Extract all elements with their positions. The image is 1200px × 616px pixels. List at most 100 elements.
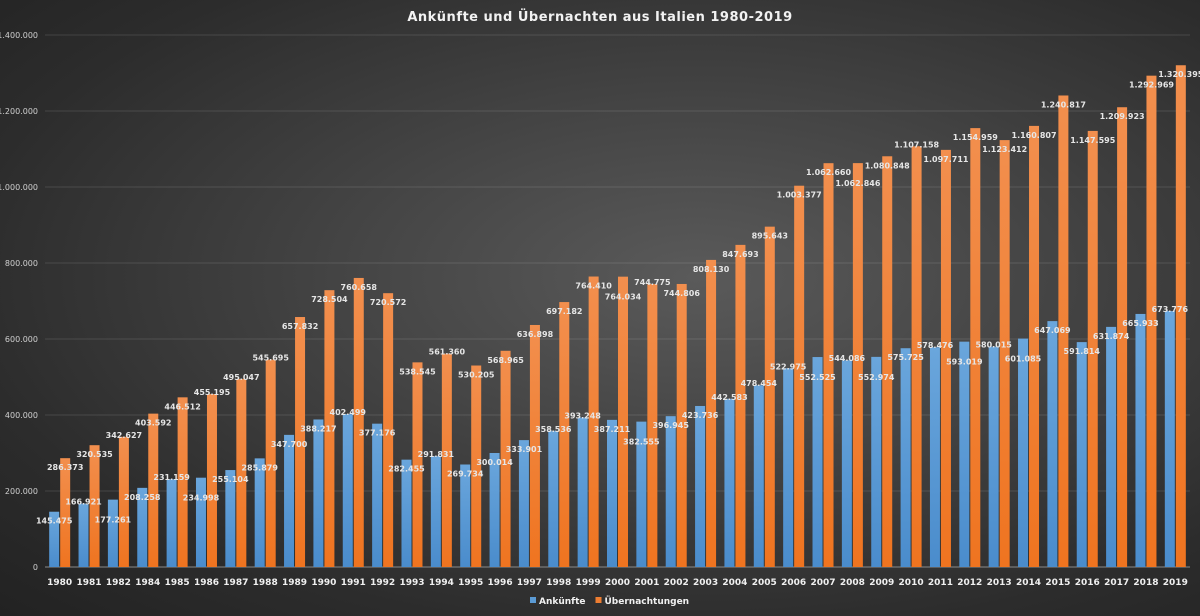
bar-ankuenfte	[871, 356, 882, 567]
bar-uebernachtungen	[1117, 107, 1128, 568]
x-tick-label: 1999	[576, 578, 601, 588]
data-label: 177.261	[95, 516, 132, 525]
bar-uebernachtungen	[911, 146, 922, 567]
data-label: 234.998	[183, 494, 220, 503]
y-tick-label: 0	[33, 563, 38, 572]
bar-ankuenfte	[783, 368, 794, 567]
data-label: 601.085	[1005, 355, 1042, 364]
x-tick-label: 2000	[605, 578, 630, 588]
data-label: 300.014	[476, 458, 513, 467]
data-label: 388.217	[300, 424, 336, 433]
bar-uebernachtungen	[441, 353, 452, 567]
data-label: 591.814	[1064, 347, 1101, 356]
bar-ankuenfte	[724, 398, 735, 567]
x-tick-label: 2004	[722, 578, 747, 588]
x-tick-label: 2019	[1163, 578, 1188, 588]
data-label: 255.104	[212, 475, 249, 484]
bars	[49, 65, 1186, 568]
data-label: 561.360	[429, 348, 466, 357]
data-label: 1.160.807	[1012, 131, 1057, 140]
data-label: 495.047	[223, 373, 259, 382]
data-label: 166.921	[65, 498, 102, 507]
x-tick-label: 1988	[253, 578, 278, 588]
x-tick-label: 2012	[957, 578, 982, 588]
bar-ankuenfte	[107, 499, 118, 567]
bar-ankuenfte	[577, 417, 588, 567]
data-label: 697.182	[546, 307, 582, 316]
data-label: 342.627	[106, 431, 142, 440]
x-tick-label: 1981	[77, 578, 102, 588]
x-tick-label: 1987	[223, 578, 248, 588]
bar-ankuenfte	[1047, 321, 1058, 567]
gridlines	[45, 34, 1190, 568]
y-tick-label: 1.000.000	[0, 183, 38, 192]
bar-ankuenfte	[1164, 310, 1175, 567]
bar-uebernachtungen	[882, 156, 893, 567]
data-label: 1.097.711	[923, 155, 968, 164]
data-label: 1.240.817	[1041, 100, 1086, 109]
x-tick-label: 2003	[693, 578, 718, 588]
legend-swatch	[530, 597, 536, 603]
bar-uebernachtungen	[529, 324, 540, 567]
data-label: 568.965	[487, 356, 524, 365]
bar-ankuenfte	[342, 414, 353, 567]
bar-uebernachtungen	[353, 277, 364, 567]
x-tick-label: 2005	[752, 578, 777, 588]
data-label: 538.545	[399, 367, 436, 376]
data-label: 282.455	[388, 465, 425, 474]
y-axis: 0 200.000 400.000 600.000 800.000 1.000.000 1.…	[0, 31, 38, 572]
bar-ankuenfte	[195, 477, 206, 567]
x-tick-label: 2010	[899, 578, 924, 588]
data-label: 552.525	[799, 373, 836, 382]
y-tick-label: 800.000	[5, 259, 38, 268]
bar-ankuenfte	[78, 503, 89, 567]
data-label: 744.775	[634, 278, 671, 287]
data-label: 1.003.377	[777, 191, 822, 200]
data-label: 1.107.158	[894, 140, 939, 149]
bar-uebernachtungen	[500, 350, 511, 567]
data-label: 808.130	[693, 265, 730, 274]
bar-uebernachtungen	[383, 293, 394, 567]
x-tick-label: 2018	[1133, 578, 1158, 588]
x-tick-label: 2009	[869, 578, 894, 588]
bar-uebernachtungen	[60, 458, 71, 567]
data-label: 145.475	[36, 517, 73, 526]
data-label: 393.248	[564, 412, 601, 421]
data-label: 347.700	[271, 440, 308, 449]
data-label: 1.147.595	[1070, 136, 1115, 145]
bar-ankuenfte	[254, 458, 265, 567]
data-label: 545.695	[252, 354, 289, 363]
bar-uebernachtungen	[706, 259, 717, 567]
bar-ankuenfte	[636, 421, 647, 567]
x-tick-label: 1996	[488, 578, 513, 588]
data-label: 286.373	[47, 463, 83, 472]
data-label: 544.086	[829, 354, 866, 363]
data-label: 387.211	[594, 425, 631, 434]
data-label: 580.015	[975, 341, 1012, 350]
bar-uebernachtungen	[412, 362, 423, 567]
bar-uebernachtungen	[940, 149, 951, 568]
bar-uebernachtungen	[295, 317, 306, 567]
x-axis: 1980 1981 1982 1984 1985 1986 1987 1988 1989 1990…	[47, 578, 1188, 588]
x-tick-label: 1989	[282, 578, 307, 588]
y-tick-label: 1.400.000	[0, 31, 38, 40]
bar-ankuenfte	[812, 357, 823, 567]
bar-uebernachtungen	[236, 378, 247, 567]
data-label: 333.901	[506, 445, 543, 454]
chart-title: Ankünfte und Übernachten aus Italien 198…	[407, 9, 792, 25]
data-label: 1.062.846	[835, 179, 880, 188]
data-label: 593.019	[946, 358, 983, 367]
bar-uebernachtungen	[206, 394, 217, 567]
data-label: 1.209.923	[1100, 112, 1145, 121]
bar-uebernachtungen	[823, 163, 834, 567]
data-label: 403.592	[135, 419, 171, 428]
x-tick-label: 2001	[634, 578, 659, 588]
bar-ankuenfte	[1135, 313, 1146, 567]
x-tick-label: 2007	[810, 578, 835, 588]
legend-swatch	[595, 597, 602, 603]
bar-ankuenfte	[753, 385, 764, 567]
data-label: 1.320.395	[1158, 70, 1200, 79]
x-tick-label: 1986	[194, 578, 219, 588]
data-label: 1.154.959	[953, 133, 998, 142]
data-label: 847.693	[722, 250, 758, 259]
